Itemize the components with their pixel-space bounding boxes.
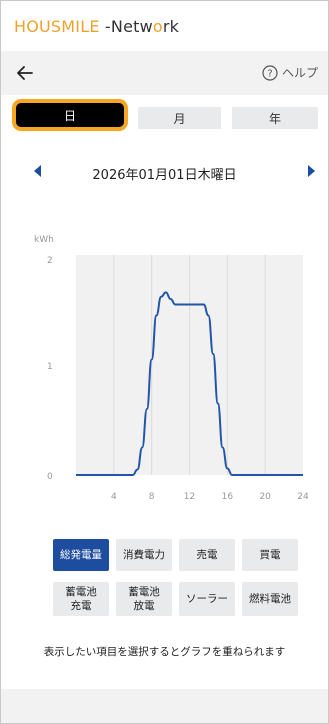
series-button-1[interactable]: 消費電力 [116,539,172,571]
back-arrow-icon[interactable] [13,61,37,85]
tab-year[interactable]: 年 [232,107,318,129]
brand-part-3: o [152,16,163,36]
x-tick-label: 8 [149,492,155,502]
next-day-icon[interactable] [306,165,316,177]
tab-month[interactable]: 月 [138,107,221,129]
y-tick-label: 1 [47,362,53,372]
series-button-7[interactable]: 燃料電池 [242,582,298,616]
x-tick-label: 20 [259,492,271,502]
series-button-3[interactable]: 買電 [242,539,298,571]
svg-text:?: ? [267,68,272,79]
y-axis-label: kWh [34,235,54,245]
question-circle-icon: ? [262,64,278,81]
series-button-4[interactable]: 蓄電池 充電 [53,582,109,616]
app-brand-logo: HOUSMILE -Network [14,17,179,36]
brand-part-1: HOUSMILE [14,16,100,36]
tab-day[interactable]: 日 [12,99,128,131]
series-button-6[interactable]: ソーラー [179,582,235,616]
x-tick-label: 24 [297,492,309,502]
x-tick-label: 16 [222,492,234,502]
series-button-5[interactable]: 蓄電池 放電 [116,582,172,616]
app-title-bar: HOUSMILE -Network [1,1,328,51]
date-selector: 2026年01月01日木曜日 [1,155,328,189]
series-button-0[interactable]: 総発電量 [53,539,109,571]
nav-bar: ? ヘルプ [1,51,328,95]
help-button[interactable]: ? ヘルプ [262,64,318,81]
brand-part-2: -Netw [99,16,153,36]
previous-day-icon[interactable] [33,165,43,177]
period-tabs: 日 月 年 [12,99,318,135]
series-button-2[interactable]: 売電 [179,539,235,571]
help-label: ヘルプ [281,66,318,80]
y-tick-label: 2 [47,256,53,266]
series-line [76,291,303,476]
footer-bar [1,689,328,723]
y-tick-label: 0 [47,472,53,482]
x-tick-label: 4 [111,492,117,502]
brand-part-4: rk [162,16,180,36]
hint-text: 表示したい項目を選択するとグラフを重ねられます [43,646,286,658]
energy-chart: kWh 2 1 0 4 8 12 16 20 24 [34,235,309,502]
x-tick-label: 12 [184,492,195,502]
current-date: 2026年01月01日木曜日 [92,168,237,183]
